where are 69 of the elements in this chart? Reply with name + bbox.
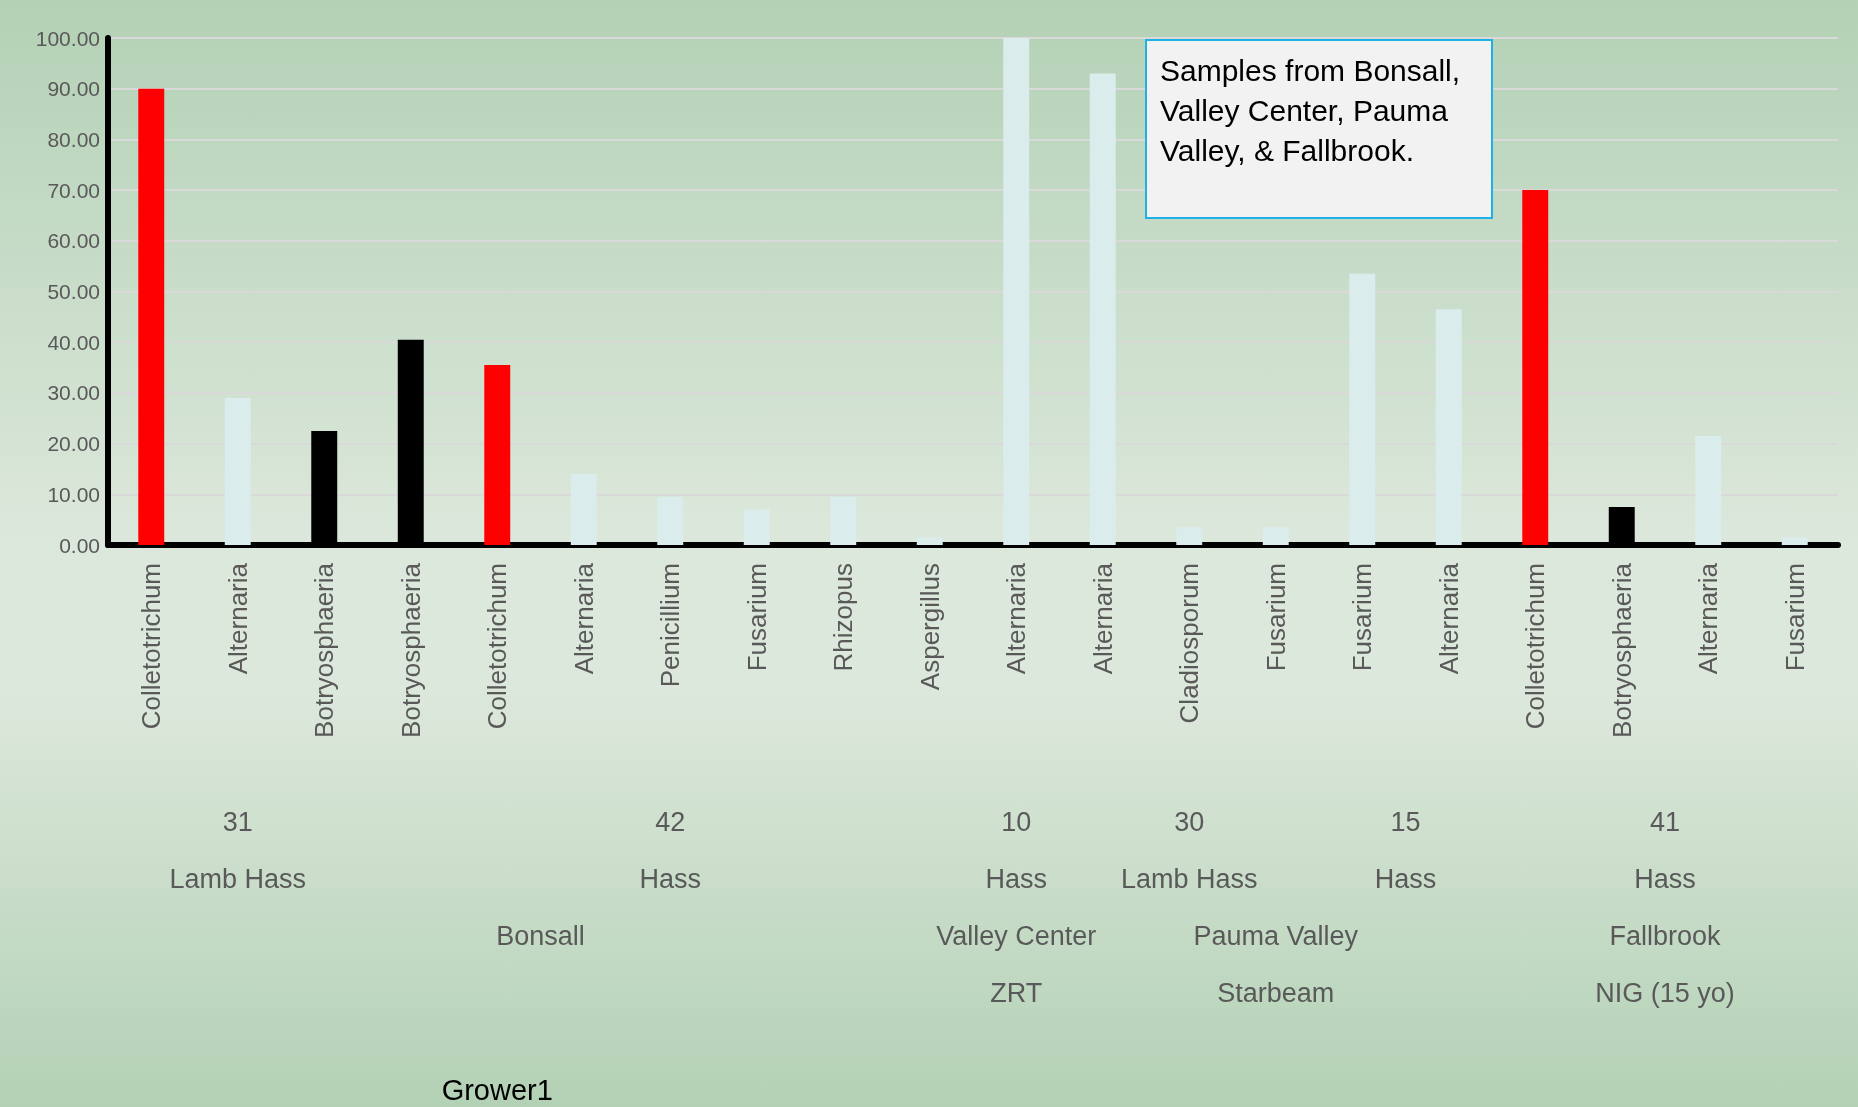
bar (484, 365, 511, 545)
text: 42 (655, 807, 686, 837)
text: Hass (1634, 864, 1696, 894)
y-tick-label: 30.00 (47, 381, 100, 405)
bar (1522, 190, 1549, 545)
y-tick-label: 70.00 (47, 178, 100, 202)
x-tick-label: Aspergillus (914, 563, 945, 691)
bar (1695, 436, 1722, 545)
x-tick-label: Alternaria (1087, 562, 1118, 675)
text: 15 (1390, 807, 1421, 837)
x-tick-label: Botryosphaeria (395, 562, 426, 738)
bar (224, 397, 251, 545)
bar (1262, 527, 1289, 545)
x-tick-label: Colletotrichum (136, 563, 167, 730)
x-tick-label: Botryosphaeria (309, 562, 340, 738)
y-tick-label: 90.00 (47, 77, 100, 101)
x-tick-label: Cladiosporum (1174, 563, 1205, 724)
y-tick-label: 100.00 (35, 26, 100, 50)
text: Fallbrook (1609, 921, 1722, 951)
x-tick-label: Fusarium (1347, 563, 1378, 672)
text: Bonsall (496, 921, 585, 951)
y-tick-label: 0.00 (59, 533, 100, 557)
x-tick-label: Penicillium (655, 563, 686, 688)
bar (657, 496, 684, 545)
bar (1435, 309, 1462, 545)
bar (570, 474, 597, 545)
bar (1176, 527, 1203, 545)
x-tick-label: Colletotrichum (482, 563, 513, 730)
bar (743, 509, 770, 545)
bar (1089, 73, 1116, 545)
text: Hass (985, 864, 1048, 894)
x-tick-label: Botryosphaeria (1606, 562, 1637, 738)
text: 30 (1174, 807, 1205, 837)
text: Lamb Hass (169, 864, 307, 894)
x-tick-label: Fusarium (741, 563, 772, 672)
text: Hass (639, 864, 702, 894)
bar (138, 88, 165, 545)
text: Starbeam (1217, 978, 1335, 1008)
x-tick-label: Alternaria (1433, 562, 1464, 675)
y-tick-label: 80.00 (47, 127, 100, 151)
x-tick-label: Fusarium (1260, 563, 1291, 672)
x-tick-label: Alternaria (1693, 562, 1724, 675)
bar (830, 496, 857, 545)
y-tick-label: 60.00 (47, 229, 100, 253)
text: 41 (1649, 807, 1681, 837)
text: Grower1 (441, 1074, 553, 1106)
text: 10 (1001, 807, 1032, 837)
x-tick-label: Fusarium (1779, 563, 1810, 672)
bar (1003, 38, 1030, 545)
annotation: Samples from Bonsall, Valley Center, Pauma Valley, & Fallbrook. (1160, 53, 1469, 167)
text: Lamb Hass (1120, 864, 1258, 894)
y-tick-label: 20.00 (47, 432, 100, 456)
bar (1349, 273, 1376, 545)
text: Pauma Valley (1193, 921, 1359, 951)
x-tick-label: Alternaria (1001, 562, 1032, 675)
text: 31 (222, 807, 253, 837)
x-tick-label: Alternaria (568, 562, 599, 675)
y-tick-label: 10.00 (47, 482, 100, 506)
x-tick-label: Alternaria (222, 562, 253, 675)
text: NIG (15 yo) (1595, 978, 1735, 1008)
x-tick-label: Colletotrichum (1520, 563, 1551, 730)
text: Valley Center (936, 921, 1097, 951)
text: ZRT (990, 978, 1043, 1008)
x-tick-label: Rhizopus (828, 563, 859, 672)
y-tick-label: 50.00 (47, 280, 100, 303)
y-tick-label: 40.00 (47, 330, 100, 354)
text: Hass (1374, 864, 1437, 894)
bar (1781, 537, 1808, 545)
bar (916, 537, 943, 545)
